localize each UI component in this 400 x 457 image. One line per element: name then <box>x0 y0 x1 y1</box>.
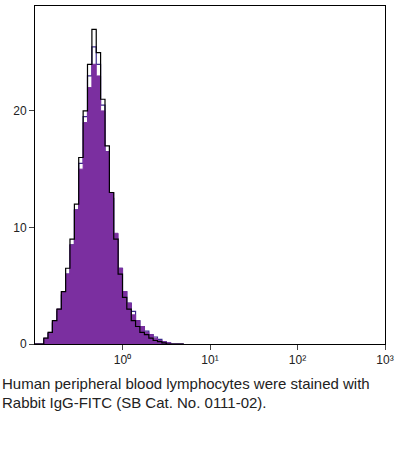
svg-text:10¹: 10¹ <box>201 353 218 367</box>
svg-text:10⁰: 10⁰ <box>114 353 131 367</box>
svg-text:20: 20 <box>13 104 27 118</box>
svg-text:10: 10 <box>13 221 27 235</box>
svg-text:10³: 10³ <box>376 353 393 367</box>
svg-text:10²: 10² <box>289 353 306 367</box>
html-text:Human peripheral blood lymphoc: Human peripheral blood lymphocytes were … <box>2 375 370 411</box>
svg-text:0: 0 <box>20 337 27 351</box>
